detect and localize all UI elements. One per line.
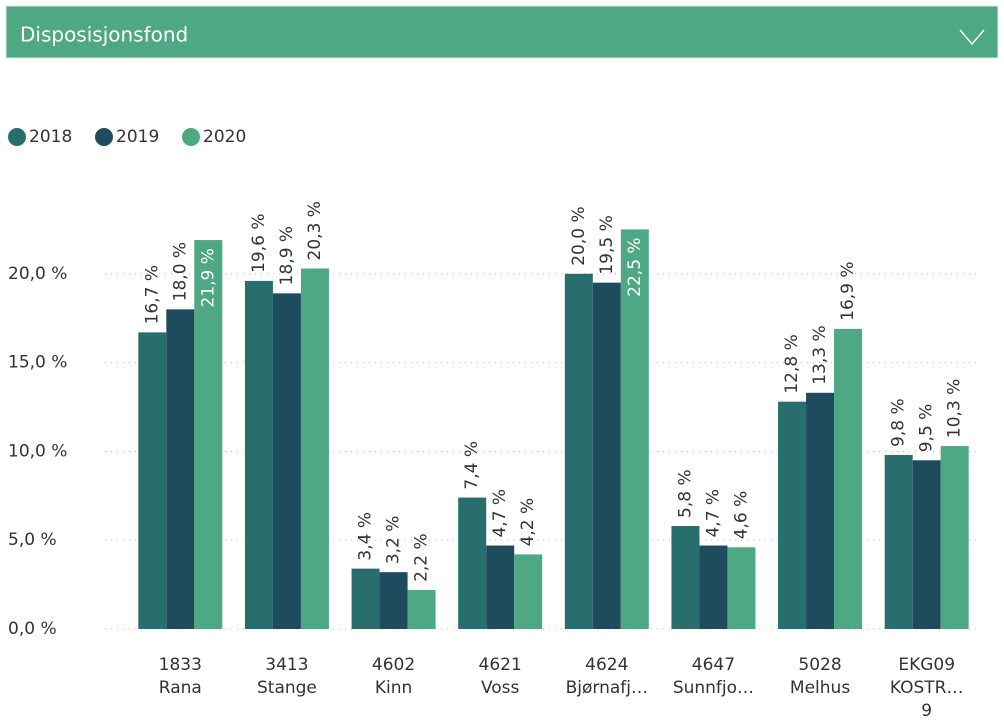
data-label: 5,8 %: [675, 469, 695, 518]
x-tick-line: Sunnfjo…: [673, 678, 754, 698]
x-tick-line: Bjørnafj…: [566, 678, 648, 698]
header-bar[interactable]: [5, 5, 999, 59]
x-tick-line: Stange: [257, 678, 317, 698]
bar: [912, 460, 941, 629]
bar: [806, 392, 835, 629]
data-label: 2,2 %: [412, 533, 432, 582]
data-label: 4,7 %: [703, 489, 723, 538]
bar: [778, 401, 807, 629]
bar: [244, 280, 273, 629]
bar: [272, 293, 301, 629]
data-label: 9,8 %: [889, 398, 909, 447]
y-tick-label: 0,0 %: [8, 619, 57, 639]
data-label: 22,5 %: [625, 237, 645, 296]
x-tick-label: 5028 Melhus: [790, 655, 850, 698]
x-tick-label: 4624 Bjørnafj…: [566, 655, 648, 698]
x-tick-label: 3413 Stange: [257, 655, 317, 698]
bar: [194, 240, 223, 629]
x-tick-line: 3413: [265, 655, 308, 675]
data-label: 9,5 %: [917, 404, 937, 453]
data-label: 16,9 %: [838, 261, 858, 320]
y-tick-label: 20,0 %: [8, 264, 67, 284]
data-label: 18,0 %: [170, 242, 190, 301]
x-tick-line: 4621: [479, 655, 522, 675]
legend-label: 2018: [29, 127, 72, 147]
y-tick-label: 5,0 %: [8, 530, 57, 550]
x-tick-label: 4621 Voss: [479, 655, 522, 698]
data-label: 16,7 %: [142, 265, 162, 324]
legend-swatch: [95, 128, 113, 146]
x-tick-line: Voss: [481, 678, 520, 698]
legend-label: 2020: [203, 127, 246, 147]
bar: [699, 545, 728, 629]
bar: [138, 332, 167, 629]
data-label: 7,4 %: [462, 441, 482, 490]
x-tick-line: EKG09: [898, 655, 955, 675]
x-tick-line: Kinn: [375, 678, 412, 698]
bar: [671, 525, 700, 629]
x-tick-label: 1833 Rana: [159, 655, 202, 698]
chevron[interactable]: [959, 29, 985, 46]
bar: [564, 273, 593, 629]
x-tick-line: 9: [921, 701, 932, 721]
x-tick-label: 4647 Sunnfjo…: [673, 655, 754, 698]
bar: [592, 282, 621, 629]
data-label: 21,9 %: [198, 248, 218, 307]
bar: [486, 545, 515, 629]
bar: [620, 229, 649, 629]
bar: [166, 309, 195, 629]
data-label: 4,2 %: [518, 498, 538, 547]
bar: [300, 268, 329, 629]
bar: [834, 328, 863, 629]
x-tick-line: 1833: [159, 655, 202, 675]
legend-swatch: [8, 128, 26, 146]
bar: [727, 547, 756, 629]
data-label: 12,8 %: [782, 334, 802, 393]
y-tick-label: 15,0 %: [8, 353, 67, 373]
bar: [351, 568, 380, 629]
bar: [884, 454, 913, 629]
header-title: Disposisjonsfond: [20, 23, 188, 47]
data-label: 20,0 %: [569, 206, 589, 265]
x-tick-line: 4624: [585, 655, 628, 675]
x-tick-line: 5028: [798, 655, 841, 675]
data-label: 20,3 %: [305, 201, 325, 260]
x-tick-line: KOSTR…: [890, 678, 964, 698]
data-label: 18,9 %: [277, 226, 297, 285]
x-tick-line: Melhus: [790, 678, 850, 698]
data-label: 19,6 %: [249, 213, 269, 272]
x-tick-line: 4647: [692, 655, 735, 675]
x-tick-label: EKG09 KOSTR… 9: [890, 655, 964, 721]
data-label: 10,3 %: [945, 379, 965, 438]
data-label: 19,5 %: [597, 215, 617, 274]
bar: [514, 554, 543, 629]
x-tick-line: 4602: [372, 655, 415, 675]
bar: [940, 446, 969, 629]
legend-swatch: [182, 128, 200, 146]
data-label: 4,6 %: [731, 491, 751, 540]
x-tick-label: 4602 Kinn: [372, 655, 415, 698]
bar: [379, 572, 408, 629]
data-label: 3,4 %: [356, 512, 376, 561]
data-label: 4,7 %: [490, 489, 510, 538]
data-label: 3,2 %: [384, 516, 404, 565]
legend-label: 2019: [116, 127, 159, 147]
data-label: 13,3 %: [810, 325, 830, 384]
bar: [407, 589, 436, 629]
x-tick-line: Rana: [159, 678, 202, 698]
bar: [458, 497, 487, 629]
y-tick-label: 10,0 %: [8, 441, 67, 461]
